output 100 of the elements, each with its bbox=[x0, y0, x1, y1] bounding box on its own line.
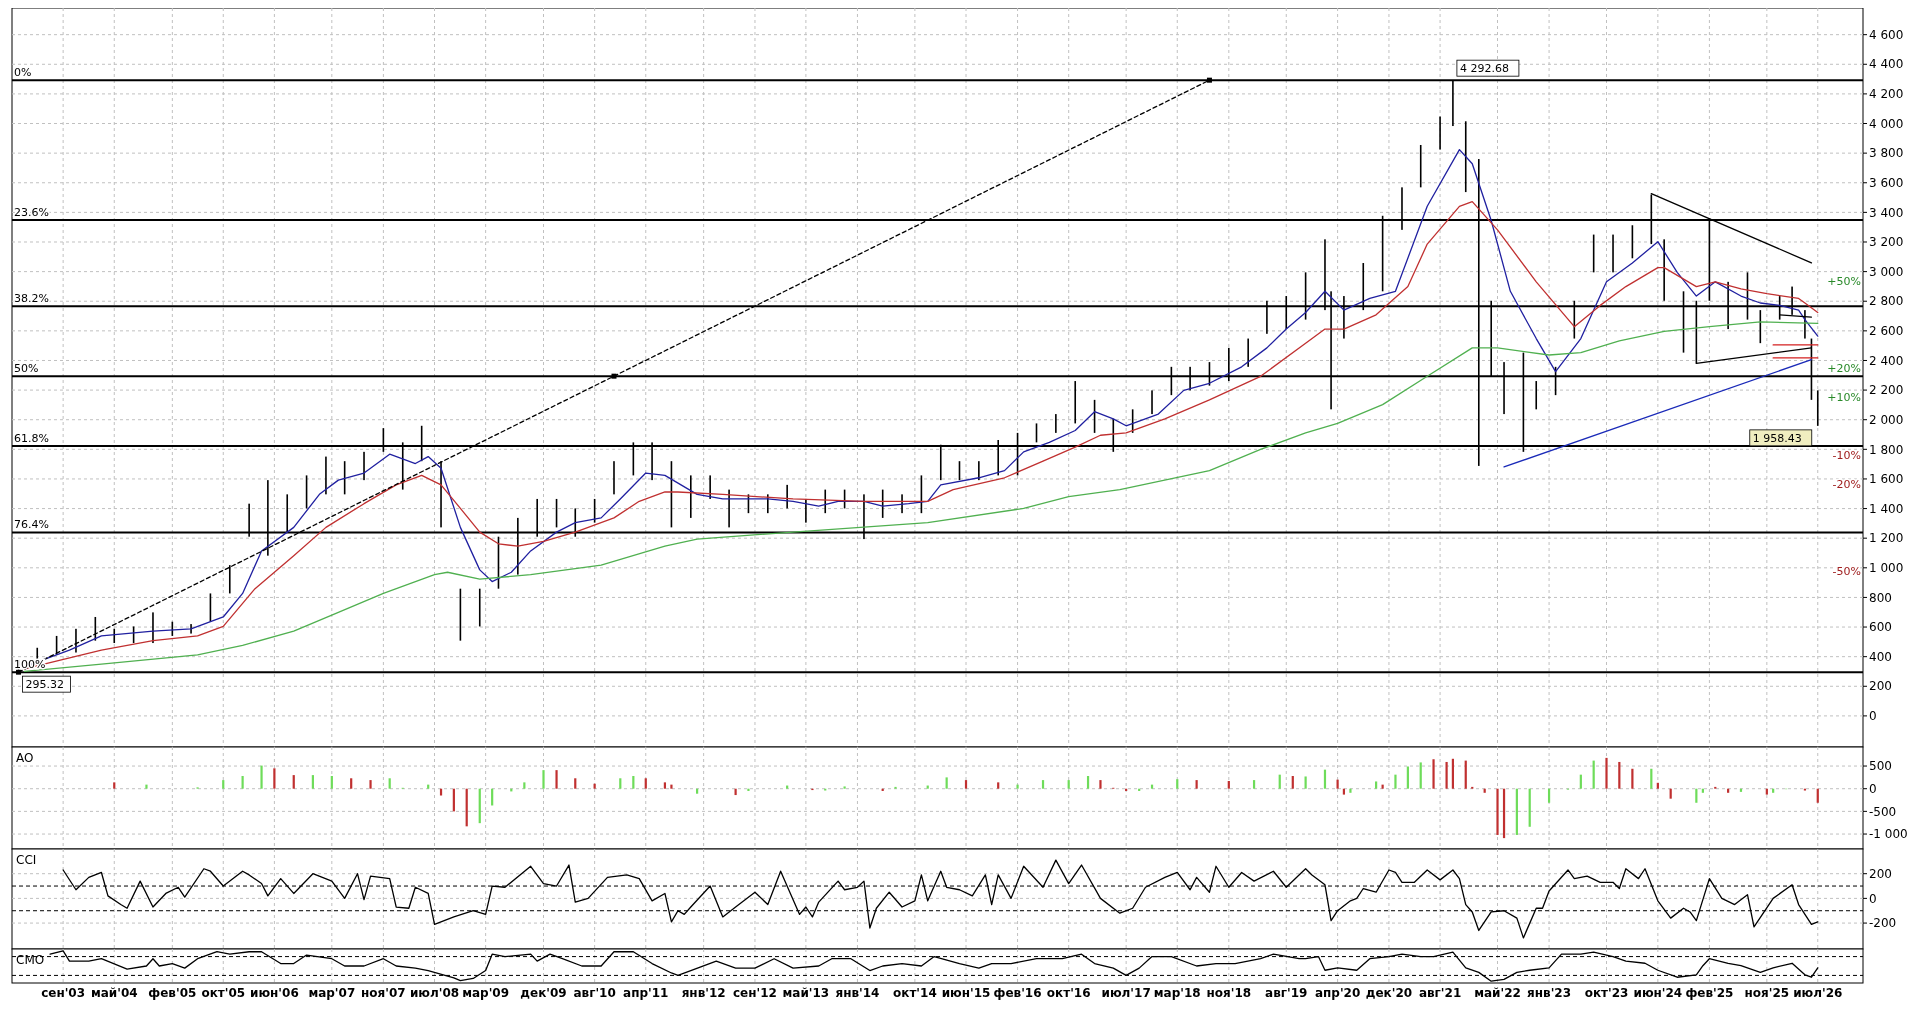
annotation: 4 292.68 bbox=[1459, 62, 1509, 76]
y-tick-label: 4 600 bbox=[1869, 27, 1904, 42]
bar bbox=[1099, 780, 1102, 789]
x-tick-label: окт'16 bbox=[1046, 986, 1091, 1000]
annotation: -20% bbox=[1832, 477, 1861, 491]
bar bbox=[1765, 788, 1768, 795]
x-tick-label: ноя'07 bbox=[361, 986, 406, 1000]
y-tick-label: 1 000 bbox=[1869, 561, 1904, 575]
bar bbox=[523, 782, 526, 789]
bar bbox=[1419, 762, 1422, 789]
x-tick-label: июн'24 bbox=[1633, 986, 1683, 1000]
y-tick-label: 2 200 bbox=[1869, 383, 1904, 398]
bar bbox=[222, 780, 225, 789]
annotation: 76.4% bbox=[14, 518, 49, 532]
y-tick-label: 1 200 bbox=[1869, 531, 1904, 546]
bar bbox=[1195, 780, 1198, 789]
y-tick-label: 3 000 bbox=[1869, 264, 1904, 279]
point bbox=[611, 373, 617, 379]
bar bbox=[1631, 768, 1634, 789]
x-tick-label: авг'10 bbox=[573, 986, 616, 1000]
x-tick-label: фев'05 bbox=[148, 986, 197, 1000]
y-tick-label: 1 600 bbox=[1869, 472, 1904, 487]
bar bbox=[1041, 780, 1045, 789]
y-tick-label: 200 bbox=[1869, 866, 1892, 881]
y-tick-label: 4 000 bbox=[1869, 116, 1904, 131]
annotation: +10% bbox=[1827, 390, 1861, 404]
bar bbox=[113, 782, 116, 789]
bar bbox=[1067, 780, 1070, 789]
y-tick-label: 2 600 bbox=[1869, 324, 1904, 339]
bar bbox=[1592, 760, 1595, 789]
bar bbox=[1227, 781, 1230, 789]
bar bbox=[1176, 779, 1179, 789]
x-tick-label: фев'16 bbox=[993, 986, 1042, 1000]
bar bbox=[1605, 757, 1608, 789]
bar bbox=[1406, 766, 1409, 789]
y-tick-label: 2 000 bbox=[1869, 412, 1904, 427]
annotation: 295.32 bbox=[25, 678, 65, 692]
bar bbox=[1349, 788, 1352, 793]
bar bbox=[1547, 788, 1551, 803]
y-tick-label: 0 bbox=[1869, 781, 1877, 796]
bar bbox=[555, 770, 558, 789]
y-tick-label: 200 bbox=[1869, 679, 1892, 694]
annotation: 61.8% bbox=[14, 432, 49, 446]
bar bbox=[260, 765, 263, 789]
annotation: 50% bbox=[14, 362, 39, 376]
y-tick-label: 1 800 bbox=[1869, 442, 1904, 457]
chart-title: CMO bbox=[16, 953, 45, 967]
bar bbox=[1650, 768, 1653, 789]
bar bbox=[997, 782, 1000, 789]
annotation: 38.2% bbox=[14, 292, 49, 306]
bar bbox=[1695, 788, 1698, 803]
bar bbox=[292, 775, 295, 789]
bar bbox=[369, 780, 372, 789]
annotation: -50% bbox=[1832, 564, 1861, 578]
bar bbox=[350, 778, 353, 789]
x-tick-label: янв'12 bbox=[681, 986, 726, 1000]
bar bbox=[1323, 769, 1327, 789]
x-tick-label: янв'23 bbox=[1527, 986, 1572, 1000]
x-tick-label: май'22 bbox=[1474, 986, 1521, 1000]
bar bbox=[542, 770, 545, 789]
bar bbox=[1252, 780, 1256, 789]
point bbox=[1206, 77, 1212, 83]
x-tick-label: окт'14 bbox=[893, 986, 937, 1000]
x-tick-label: июл'17 bbox=[1101, 986, 1151, 1000]
bar bbox=[1451, 758, 1455, 789]
chart-title: AO bbox=[16, 751, 34, 765]
y-tick-label: 500 bbox=[1869, 759, 1892, 774]
x-tick-label: июн'06 bbox=[250, 986, 299, 1000]
bar bbox=[1656, 782, 1659, 789]
annotation: 0% bbox=[14, 66, 32, 80]
bar bbox=[696, 788, 699, 794]
y-tick-label: 0 bbox=[1869, 891, 1877, 906]
bar bbox=[241, 776, 244, 789]
annotation: +50% bbox=[1827, 274, 1861, 288]
x-tick-label: мар'07 bbox=[308, 986, 356, 1000]
bar bbox=[1515, 788, 1518, 835]
annotation: +20% bbox=[1827, 361, 1861, 375]
bar bbox=[388, 778, 391, 789]
bar bbox=[663, 782, 667, 789]
x-tick-label: окт'23 bbox=[1584, 986, 1629, 1000]
x-tick-label: ноя'25 bbox=[1744, 986, 1790, 1000]
bar bbox=[964, 780, 968, 789]
x-tick-label: сен'03 bbox=[41, 986, 86, 1000]
bar bbox=[1432, 759, 1435, 789]
bar bbox=[1394, 774, 1397, 789]
bar bbox=[1291, 776, 1294, 789]
y-tick-label: 3 200 bbox=[1869, 235, 1904, 250]
bar bbox=[1496, 788, 1499, 835]
chart-title: CCI bbox=[16, 853, 37, 867]
bar bbox=[747, 788, 750, 791]
x-tick-label: авг'19 bbox=[1265, 986, 1308, 1000]
x-tick-label: сен'12 bbox=[733, 986, 777, 1000]
bar bbox=[1579, 774, 1582, 789]
bar bbox=[1502, 788, 1506, 839]
x-tick-label: июл'26 bbox=[1793, 986, 1843, 1000]
y-tick-label: 2 800 bbox=[1869, 294, 1904, 309]
bar bbox=[1016, 784, 1019, 789]
x-tick-label: мар'18 bbox=[1153, 986, 1201, 1000]
bar bbox=[1342, 788, 1346, 795]
bar bbox=[574, 778, 577, 789]
